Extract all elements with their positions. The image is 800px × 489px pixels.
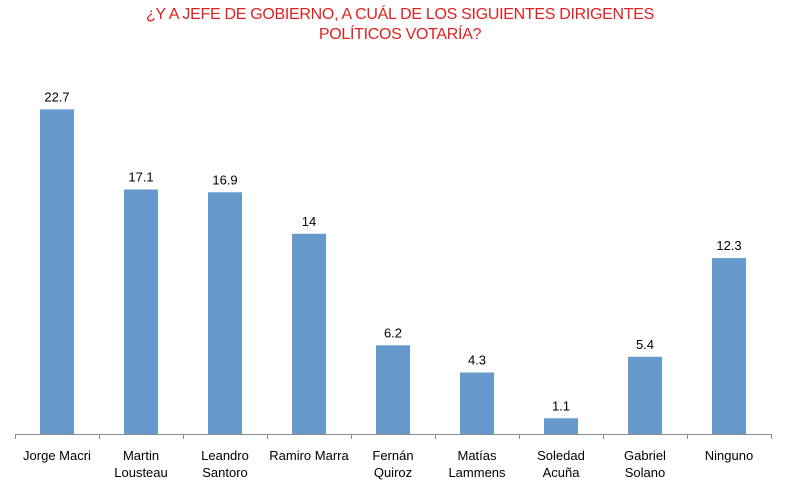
- category-label-6: Soledad Acuña: [537, 448, 585, 480]
- chart-title-line-2: POLÍTICOS VOTARÍA?: [318, 26, 482, 43]
- category-label-5: Matías Lammens: [448, 448, 506, 480]
- bar-1: [124, 189, 158, 434]
- category-label-3: Ramiro Marra: [269, 448, 349, 463]
- bar-7: [628, 356, 662, 434]
- data-label-4: 6.2: [384, 325, 402, 340]
- data-label-7: 5.4: [636, 337, 654, 352]
- bar-6: [544, 418, 578, 434]
- bar-0: [40, 109, 74, 435]
- data-label-0: 22.7: [44, 89, 69, 104]
- data-label-3: 14: [302, 214, 316, 229]
- chart-title: ¿Y A JEFE DE GOBIERNO, A CUÁL DE LOS SIG…: [0, 5, 800, 45]
- data-label-6: 1.1: [552, 398, 570, 413]
- data-label-2: 16.9: [212, 172, 237, 187]
- data-label-1: 17.1: [128, 170, 153, 185]
- chart-title-line-1: ¿Y A JEFE DE GOBIERNO, A CUÁL DE LOS SIG…: [145, 6, 655, 23]
- category-label-0: Jorge Macri: [23, 448, 91, 463]
- bar-8: [712, 258, 746, 434]
- data-label-5: 4.3: [468, 353, 486, 368]
- category-label-7: Gabriel Solano: [624, 448, 666, 480]
- bar-4: [376, 345, 410, 434]
- category-label-4: Fernán Quiroz: [372, 448, 413, 480]
- bar-2: [208, 192, 242, 434]
- data-label-8: 12.3: [716, 238, 741, 253]
- category-label-1: Martin Lousteau: [114, 448, 168, 480]
- category-label-8: Ninguno: [705, 448, 753, 463]
- bar-3: [292, 233, 326, 434]
- bar-5: [460, 372, 494, 434]
- category-label-2: Leandro Santoro: [201, 448, 249, 480]
